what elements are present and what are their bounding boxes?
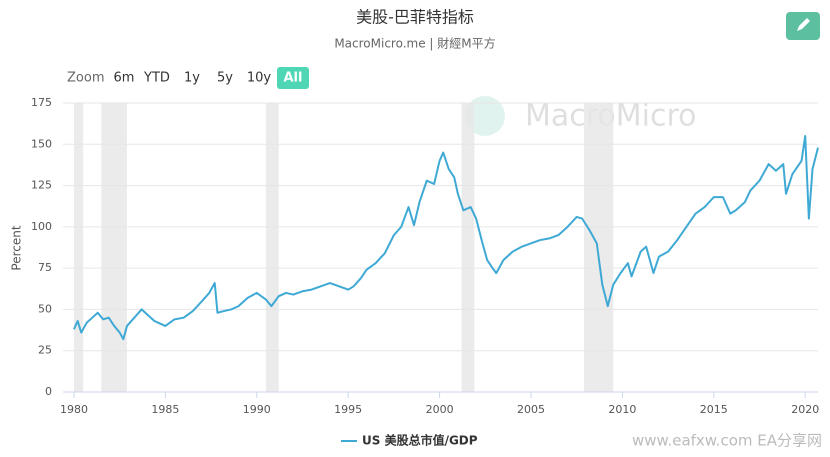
y-axis-label: Percent <box>10 225 24 270</box>
x-tick-label: 1980 <box>60 403 88 416</box>
chart-title: 美股-巴菲特指标 <box>356 8 474 27</box>
edit-icon <box>797 18 810 31</box>
x-tick-label: 1985 <box>151 403 179 416</box>
range-button[interactable]: 10y <box>247 71 272 86</box>
x-tick-label: 2005 <box>517 403 545 416</box>
y-tick-label: 175 <box>31 96 52 109</box>
logo-watermark: MacroMicro <box>465 96 697 136</box>
recession-band <box>265 103 279 392</box>
recession-band <box>461 103 475 392</box>
y-tick-label: 75 <box>38 261 52 274</box>
x-tick-label: 1995 <box>334 403 362 416</box>
footer-watermark: www.eafxw.com EA分享网 <box>632 432 822 450</box>
y-tick-label: 150 <box>31 137 52 150</box>
recession-band <box>73 103 84 392</box>
range-button[interactable]: 6m <box>114 71 135 86</box>
y-tick-label: 25 <box>38 344 52 357</box>
logo-circle <box>465 96 505 136</box>
y-tick-label: 50 <box>38 302 52 315</box>
range-button[interactable]: 1y <box>184 71 200 86</box>
y-tick-label: 100 <box>31 220 52 233</box>
x-tick-label: 2015 <box>700 403 728 416</box>
legend-label: US 美股总市值/GDP <box>362 433 478 448</box>
recession-band <box>101 103 127 392</box>
range-button-bg[interactable] <box>277 67 309 89</box>
zoom-label: Zoom <box>67 71 104 86</box>
edit-button[interactable] <box>786 12 820 40</box>
range-button[interactable]: YTD <box>143 71 170 86</box>
chart-subtitle: MacroMicro.me | 財經M平方 <box>334 36 495 51</box>
range-button[interactable]: All <box>284 71 303 86</box>
y-tick-label: 0 <box>45 385 52 398</box>
y-tick-label: 125 <box>31 179 52 192</box>
recession-band <box>584 103 614 392</box>
x-tick-label: 2010 <box>608 403 636 416</box>
range-button[interactable]: 5y <box>217 71 233 86</box>
series-line <box>73 135 819 341</box>
x-tick-label: 2000 <box>426 403 454 416</box>
x-tick-label: 1990 <box>243 403 271 416</box>
x-tick-label: 2020 <box>791 403 819 416</box>
